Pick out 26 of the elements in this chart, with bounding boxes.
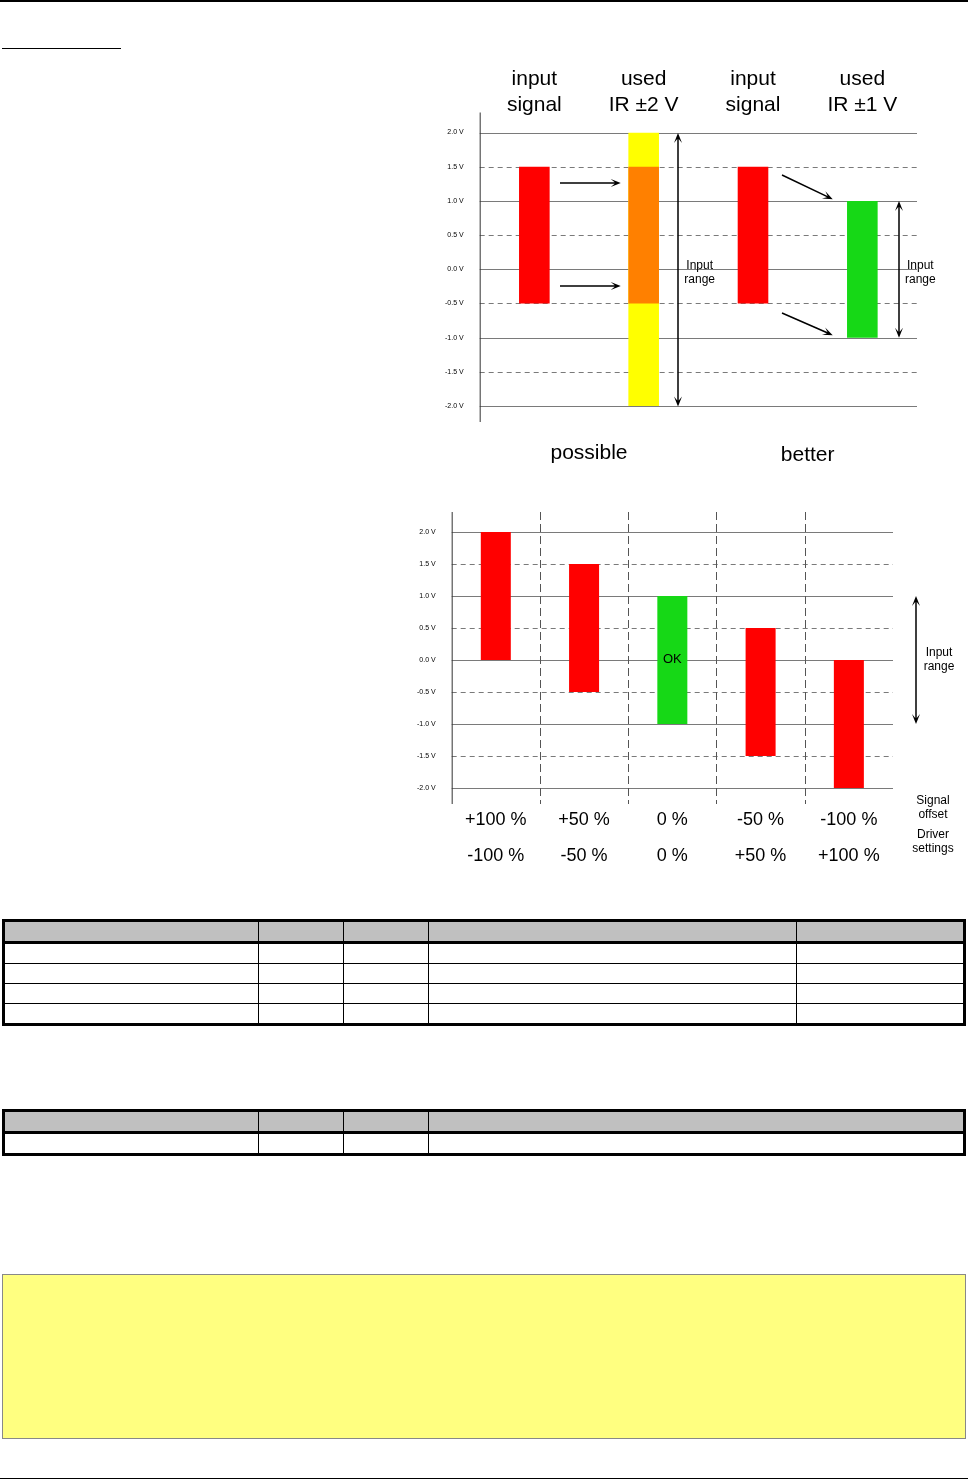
bar: [628, 166, 659, 304]
annotation: OK: [661, 651, 683, 667]
annotation: Input range: [683, 258, 716, 287]
x-tick-label: used IR ±1 V: [827, 65, 898, 116]
x-tick-label: input signal: [725, 65, 781, 116]
annotation: Input range: [903, 258, 937, 287]
text: Signal offset: [916, 793, 950, 821]
x-tick-label: -100 % +100 %: [818, 808, 880, 865]
x-tick-label: 0 % 0 %: [656, 808, 688, 865]
bar: [480, 532, 511, 660]
bar: [569, 564, 600, 692]
bar: [657, 596, 688, 724]
text: Input range: [922, 645, 956, 674]
text: better: [779, 442, 836, 467]
bar: [745, 628, 776, 756]
text: Driver settings: [912, 827, 954, 855]
bar: [519, 166, 550, 304]
x-tick-label: used IR ±2 V: [608, 65, 679, 116]
bar: [737, 166, 769, 304]
x-tick-label: +100 % -100 %: [465, 808, 527, 865]
x-tick-label: +50 % -50 %: [558, 808, 610, 865]
x-tick-label: -50 % +50 %: [734, 808, 787, 865]
text: possible: [549, 440, 629, 465]
bar: [833, 660, 864, 788]
x-tick-label: input signal: [506, 65, 562, 116]
bar: [847, 200, 878, 338]
